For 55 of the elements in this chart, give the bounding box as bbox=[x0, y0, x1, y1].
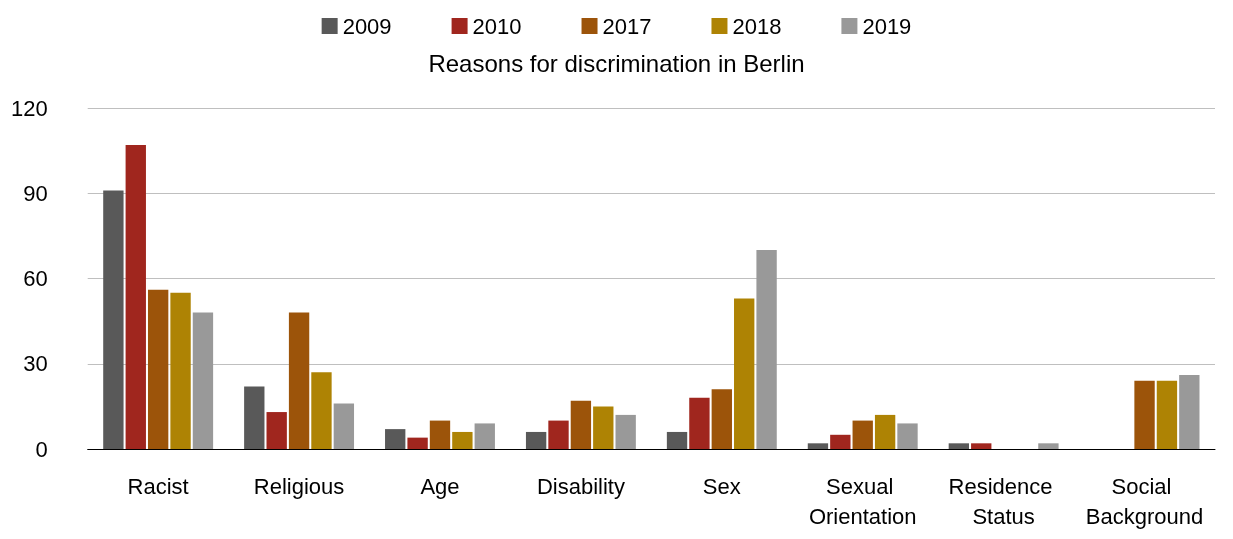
bar bbox=[244, 386, 265, 449]
bar bbox=[1134, 380, 1155, 449]
legend-label: 2018 bbox=[732, 13, 782, 39]
bar bbox=[852, 420, 873, 449]
y-tick-label: 0 bbox=[35, 436, 48, 462]
bar bbox=[830, 434, 851, 449]
bar bbox=[288, 312, 310, 449]
x-tick-label: Disability bbox=[536, 473, 625, 499]
x-tick-label: Sex bbox=[702, 473, 741, 499]
x-tick-label: Religious bbox=[253, 473, 345, 499]
bar bbox=[807, 443, 829, 449]
y-tick-label: 30 bbox=[23, 351, 48, 377]
bar bbox=[570, 400, 592, 449]
x-tick-label: Social Background bbox=[1085, 473, 1204, 529]
legend-label: 2019 bbox=[862, 13, 912, 39]
bar bbox=[615, 414, 636, 449]
bar bbox=[429, 420, 451, 449]
y-tick-label: 120 bbox=[10, 95, 48, 121]
x-tick-label: Age bbox=[420, 473, 460, 499]
bar bbox=[897, 423, 918, 449]
bar bbox=[548, 420, 569, 449]
bar bbox=[125, 144, 146, 449]
bar bbox=[734, 298, 755, 449]
bar bbox=[971, 443, 992, 449]
bar bbox=[711, 389, 732, 449]
bar bbox=[525, 431, 547, 449]
x-tick-label: Racist bbox=[127, 473, 189, 499]
bar bbox=[407, 437, 428, 449]
bar bbox=[874, 414, 896, 449]
bar bbox=[756, 250, 777, 449]
bar bbox=[1156, 380, 1178, 449]
bar bbox=[266, 412, 287, 449]
bar bbox=[385, 429, 406, 449]
bar bbox=[474, 423, 495, 449]
y-tick-label: 60 bbox=[23, 266, 48, 291]
bar bbox=[147, 289, 169, 449]
bar bbox=[593, 406, 614, 449]
x-tick-label: Residence Status bbox=[948, 473, 1059, 529]
chart-title: Reasons for discrimination in Berlin bbox=[428, 49, 805, 77]
bar bbox=[689, 397, 710, 449]
bar bbox=[948, 443, 970, 449]
bar bbox=[1038, 443, 1059, 449]
bar bbox=[1179, 375, 1200, 449]
bar bbox=[333, 403, 355, 449]
bar bbox=[666, 431, 688, 449]
bar bbox=[103, 190, 124, 449]
bar bbox=[192, 312, 214, 449]
y-tick-label: 90 bbox=[23, 180, 48, 206]
legend-label: 2010 bbox=[472, 13, 522, 39]
legend-label: 2009 bbox=[342, 13, 392, 39]
legend-label: 2017 bbox=[602, 13, 652, 39]
bar bbox=[452, 431, 473, 449]
bar bbox=[170, 292, 191, 449]
bar bbox=[311, 372, 332, 449]
x-tick-label: Sexual Orientation bbox=[808, 473, 917, 529]
